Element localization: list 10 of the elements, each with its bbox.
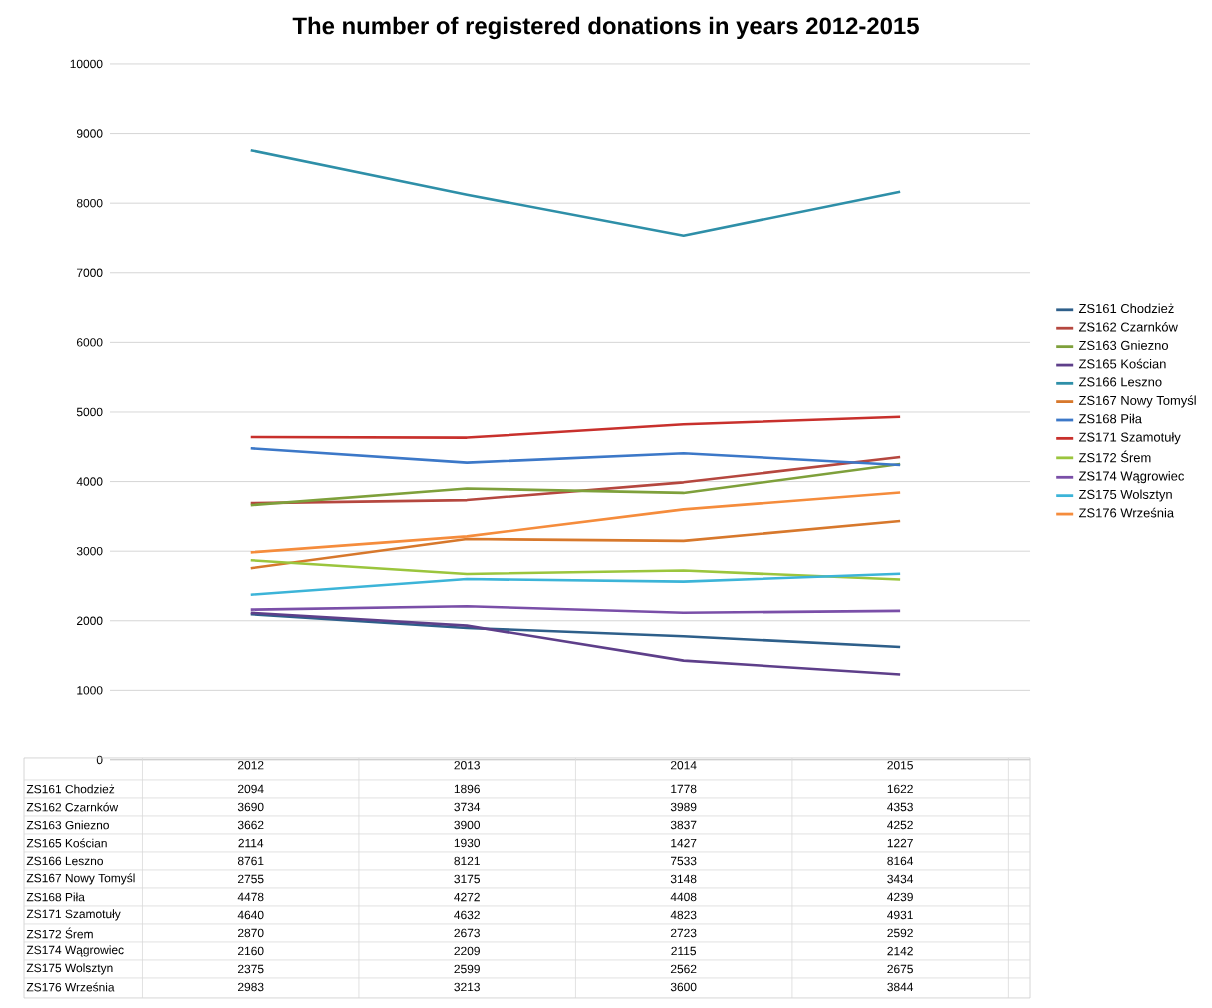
line-series [249,491,902,554]
line-series [249,612,902,649]
chart-title: The number of registered donations in years 2012-2015 [292,16,919,40]
line-series [249,611,902,676]
line-series [249,572,902,596]
line-series [249,447,902,467]
line-series [249,415,902,439]
line-series [249,148,902,237]
line-series [249,558,902,581]
line-series [249,519,902,570]
